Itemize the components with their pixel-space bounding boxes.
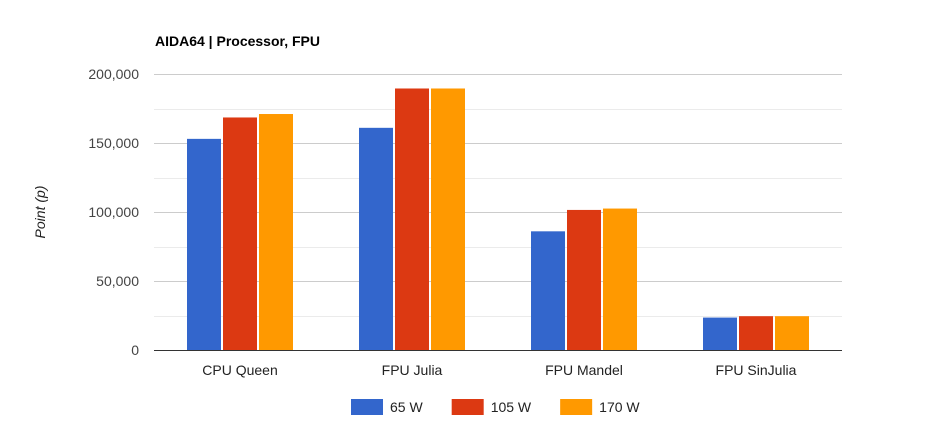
- legend-swatch: [351, 399, 383, 415]
- x-tick-label: FPU Mandel: [545, 362, 623, 378]
- gridlines: [154, 74, 842, 317]
- bar-fpu-sinjulia-65w: [703, 317, 737, 350]
- x-tick-label: CPU Queen: [202, 362, 277, 378]
- y-axis-label: Point (p): [32, 186, 48, 239]
- bar-fpu-mandel-105w: [567, 209, 601, 350]
- x-axis-ticks: CPU Queen FPU Julia FPU Mandel FPU SinJulia: [202, 362, 796, 378]
- bar-cpu-queen-105w: [223, 117, 257, 350]
- x-tick-label: FPU Julia: [382, 362, 443, 378]
- y-axis-ticks: 0 50,000 100,000 150,000 200,000: [88, 66, 139, 358]
- y-tick-label: 50,000: [96, 273, 139, 289]
- y-tick-label: 150,000: [88, 135, 139, 151]
- bar-fpu-mandel-170w: [603, 208, 637, 350]
- legend-label: 65 W: [390, 399, 423, 415]
- bar-cpu-queen-65w: [187, 138, 221, 350]
- bar-cpu-queen-170w: [259, 114, 293, 351]
- legend-swatch: [560, 399, 593, 415]
- bar-fpu-julia-170w: [431, 88, 465, 351]
- bar-fpu-julia-65w: [359, 127, 393, 350]
- bar-fpu-julia-105w: [395, 88, 429, 351]
- legend: 65 W 105 W 170 W: [351, 399, 640, 415]
- legend-label: 105 W: [491, 399, 532, 415]
- bar-fpu-sinjulia-105w: [739, 316, 773, 350]
- legend-swatch: [451, 399, 484, 415]
- bar-fpu-sinjulia-170w: [775, 316, 809, 350]
- y-tick-label: 100,000: [88, 204, 139, 220]
- y-tick-label: 200,000: [88, 66, 139, 82]
- x-tick-label: FPU SinJulia: [716, 362, 797, 378]
- chart-title: AIDA64 | Processor, FPU: [155, 33, 320, 49]
- y-tick-label: 0: [131, 342, 139, 358]
- bars: [187, 88, 809, 351]
- legend-label: 170 W: [599, 399, 640, 415]
- bar-fpu-mandel-65w: [531, 231, 565, 350]
